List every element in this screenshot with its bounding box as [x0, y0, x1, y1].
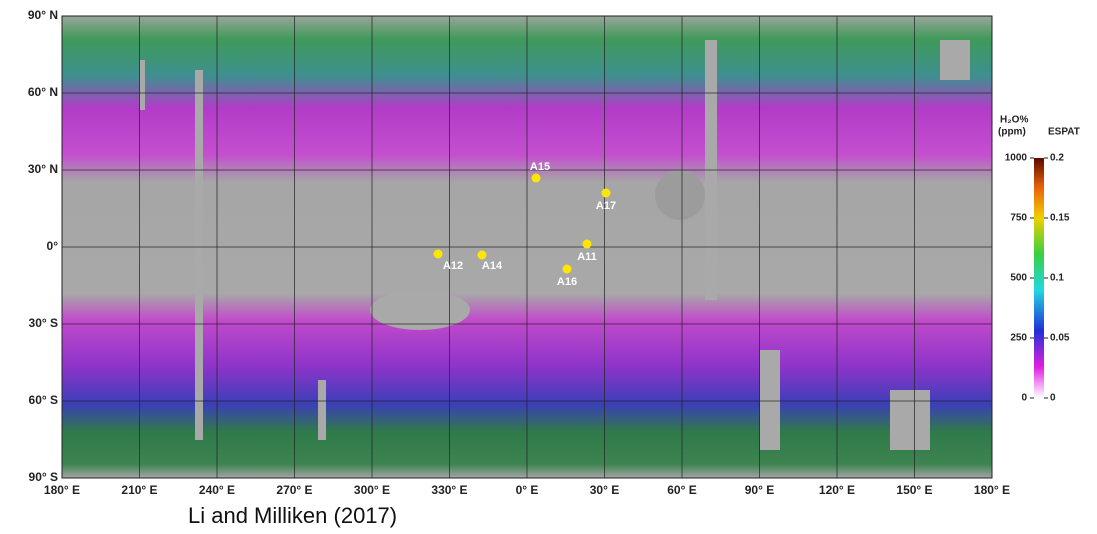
espat-tick-label: 0.15 [1050, 213, 1070, 224]
lon-label: 150° E [896, 483, 932, 497]
lat-label: 60° N [28, 85, 58, 99]
lon-label: 0° E [516, 483, 539, 497]
lat-label: 30° N [28, 162, 58, 176]
lon-label: 210° E [121, 483, 157, 497]
lon-label: 180° E [974, 483, 1010, 497]
site-label: A17 [596, 200, 616, 212]
ppm-tick-label: 250 [1010, 333, 1027, 344]
lon-label: 300° E [354, 483, 390, 497]
site-label: A16 [557, 276, 577, 288]
lon-label: 330° E [431, 483, 467, 497]
espat-tick-label: 0.2 [1050, 153, 1064, 164]
colorbar: H₂O% (ppm) ESPAT 1000 750 500 250 0 0.2 0.15 0.… [998, 115, 1080, 404]
site-marker [478, 251, 487, 260]
lon-label: 270° E [276, 483, 312, 497]
lon-label: 90° E [745, 483, 774, 497]
lat-label: 30° S [29, 316, 58, 330]
site-marker [532, 174, 541, 183]
site-marker [602, 189, 611, 198]
site-marker [434, 250, 443, 259]
ppm-tick-label: 1000 [1005, 153, 1028, 164]
colorbar-title: H₂O% [1000, 115, 1028, 126]
espat-tick-label: 0 [1050, 393, 1056, 404]
site-label: A11 [577, 251, 597, 263]
map-figure: 90° N60° N30° N0°30° S60° S90° S180° E21… [0, 0, 1097, 534]
lon-label: 30° E [590, 483, 619, 497]
site-label: A12 [443, 260, 463, 272]
lat-label: 90° N [28, 8, 58, 22]
ppm-tick-label: 0 [1021, 393, 1027, 404]
colorbar-unit: (ppm) [998, 127, 1026, 138]
lat-label: 0° [47, 239, 59, 253]
site-marker [583, 240, 592, 249]
espat-tick-label: 0.05 [1050, 333, 1070, 344]
ppm-tick-label: 750 [1010, 213, 1027, 224]
site-label: A15 [530, 161, 550, 173]
caption: Li and Milliken (2017) [188, 503, 397, 529]
lon-label: 120° E [819, 483, 855, 497]
page: 90° N60° N30° N0°30° S60° S90° S180° E21… [0, 0, 1097, 534]
espat-tick-label: 0.1 [1050, 273, 1064, 284]
colorbar-ramp [1034, 158, 1044, 398]
site-label: A14 [482, 260, 503, 272]
ppm-tick-label: 500 [1010, 273, 1027, 284]
lat-label: 60° S [29, 393, 58, 407]
lon-label: 60° E [667, 483, 696, 497]
lon-label: 240° E [199, 483, 235, 497]
lon-label: 180° E [44, 483, 80, 497]
lat-label: 90° S [29, 470, 58, 484]
site-marker [563, 265, 572, 274]
colorbar-title: ESPAT [1048, 127, 1080, 138]
